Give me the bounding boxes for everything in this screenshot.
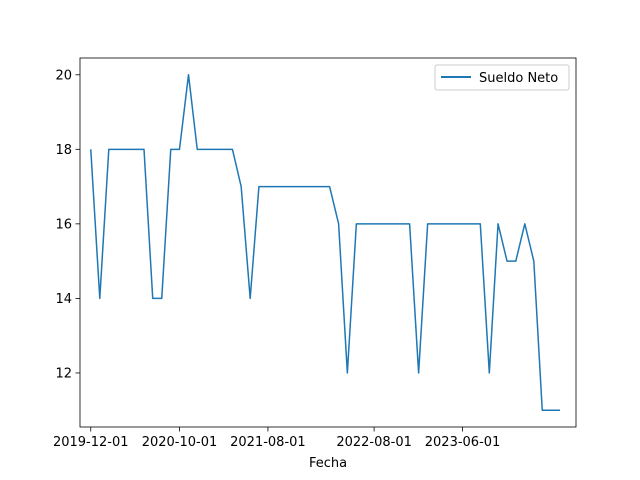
y-tick-label: 20 (55, 68, 72, 83)
legend-label-sueldo-neto: Sueldo Neto (479, 71, 558, 86)
x-tick-label: 2022-08-01 (336, 435, 412, 450)
y-tick-label: 18 (55, 143, 72, 158)
y-tick-label: 14 (55, 292, 72, 307)
x-tick-label: 2020-10-01 (142, 435, 218, 450)
y-tick-label: 12 (55, 366, 72, 381)
y-tick-label: 16 (55, 217, 72, 232)
x-tick-label: 2019-12-01 (53, 435, 129, 450)
x-axis-ticks: 2019-12-01 2020-10-01 2021-08-01 2022-08-01… (53, 427, 500, 450)
y-axis-ticks: 12 14 16 18 20 (55, 68, 80, 381)
series-layer (90, 74, 560, 411)
legend: Sueldo Neto (434, 64, 570, 91)
x-tick-label: 2023-06-01 (425, 435, 501, 450)
series-line-sueldo-neto (90, 74, 560, 411)
x-tick-label: 2021-08-01 (230, 435, 306, 450)
legend-box (434, 64, 570, 91)
x-axis-label: Fecha (309, 456, 347, 471)
plot-frame (79, 57, 577, 428)
plot-background (80, 58, 576, 427)
